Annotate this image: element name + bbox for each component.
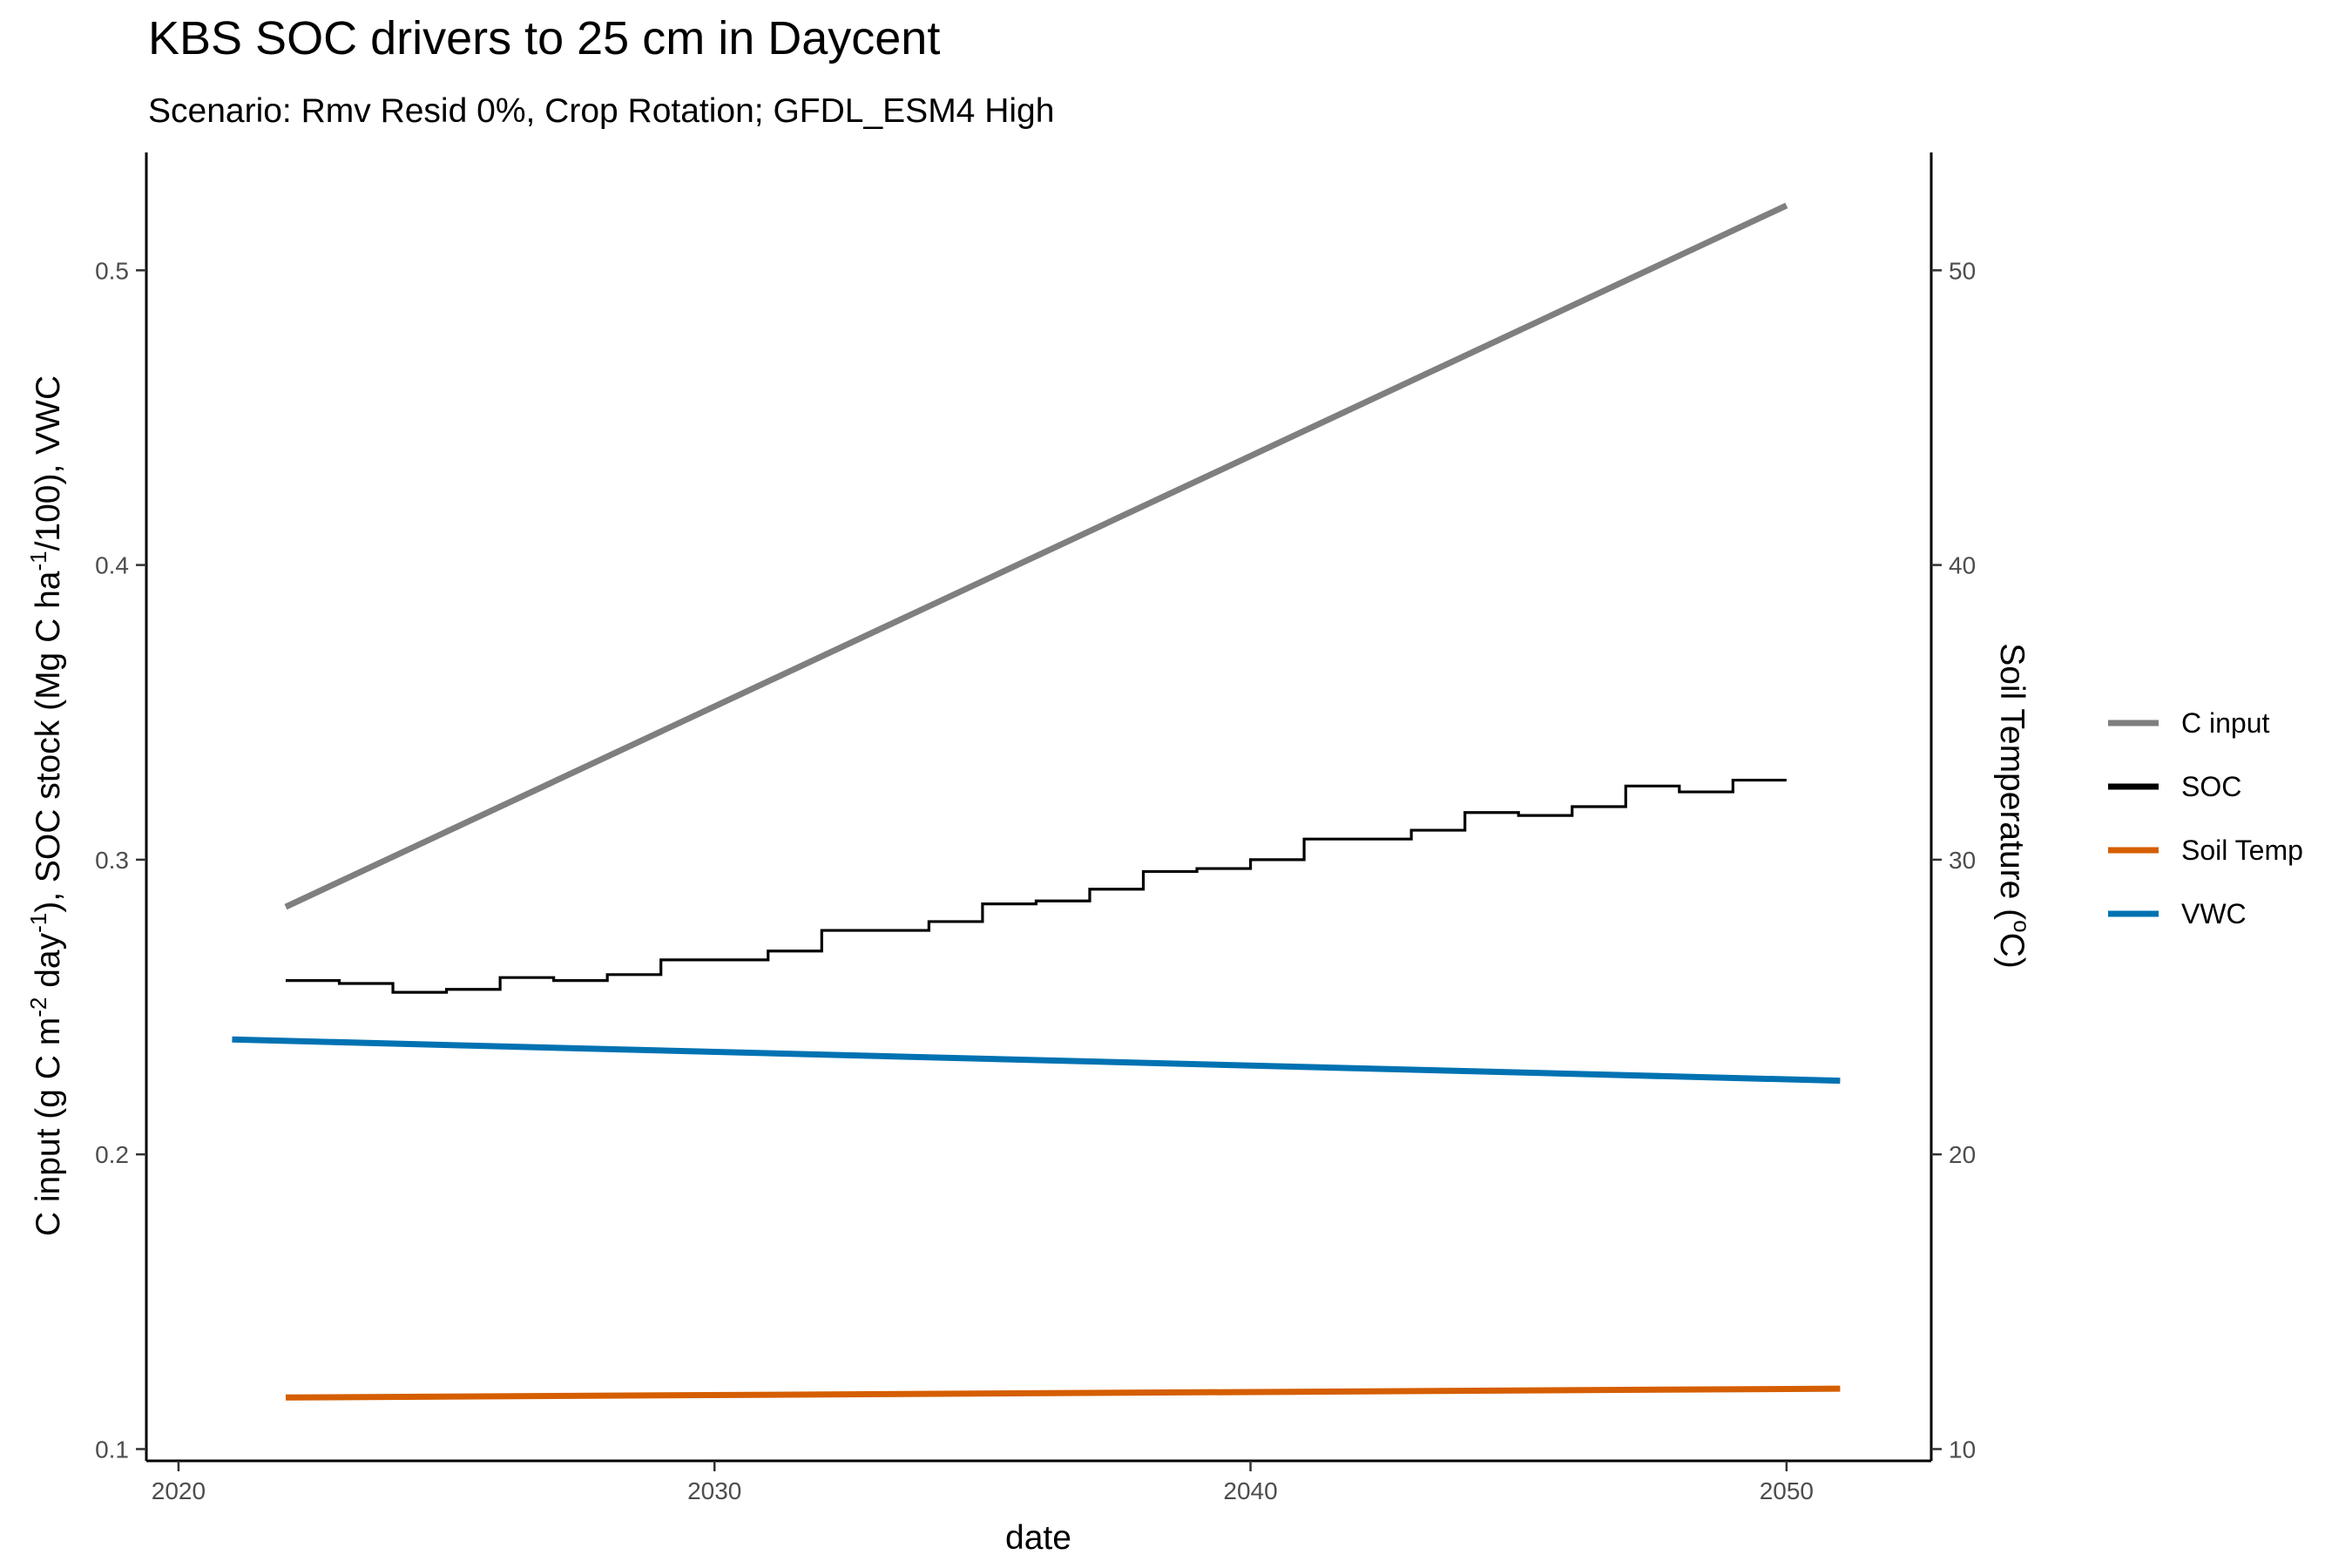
y-axis-title-part-1: C input (g C m xyxy=(30,1017,67,1236)
series-line-c-input xyxy=(284,202,1788,910)
x-tick-label-0: 2020 xyxy=(152,1477,206,1504)
legend-label-vwc: VWC xyxy=(2181,898,2247,929)
y2-tick-label-4: 50 xyxy=(1949,257,1976,284)
y-axis-title-part-4: /100), VWC xyxy=(30,375,67,551)
y2-axis-title-part-2: C) xyxy=(1993,933,2031,969)
legend: C input SOC Soil Temp VWC xyxy=(2108,707,2303,929)
y-axis-title-sup-3: -1 xyxy=(25,551,51,571)
y-axis-title-sup-2: -1 xyxy=(25,913,51,933)
y-axis-title-sup-1: -2 xyxy=(25,997,51,1017)
y-tick-label-2: 0.3 xyxy=(95,847,129,874)
y2-tick-label-0: 10 xyxy=(1949,1436,1976,1463)
x-axis-title: date xyxy=(1005,1519,1071,1557)
series-line-soil-temp xyxy=(285,1385,1841,1401)
ticks-layer: 2020 2030 2040 20500.10.20.30.40.5102030405… xyxy=(95,257,1976,1504)
y-tick-label-3: 0.4 xyxy=(95,552,129,579)
x-tick-label-1: 2030 xyxy=(687,1477,741,1504)
legend-label-soc: SOC xyxy=(2181,771,2241,802)
y-axis-title-part-3: ), SOC stock (Mg C ha xyxy=(30,571,67,913)
y-axis-title-left: C input (g C m-2 day-1), SOC stock (Mg C… xyxy=(25,375,67,1236)
y2-tick-label-2: 30 xyxy=(1949,847,1976,874)
y-tick-label-1: 0.2 xyxy=(95,1141,129,1168)
y2-axis-title-sup: o xyxy=(2009,920,2035,932)
chart-subtitle: Scenario: Rmv Resid 0%, Crop Rotation; G… xyxy=(148,92,1054,130)
chart-title: KBS SOC drivers to 25 cm in Daycent xyxy=(148,12,940,64)
y2-tick-label-3: 40 xyxy=(1949,552,1976,579)
x-tick-label-2: 2040 xyxy=(1223,1477,1277,1504)
x-tick-label-3: 2050 xyxy=(1760,1477,1814,1504)
legend-label-soil-temp: Soil Temp xyxy=(2181,835,2303,866)
y-axis-title-right: Soil Temperature (oC) xyxy=(1993,643,2035,969)
y-tick-label-0: 0.1 xyxy=(95,1436,129,1463)
series-line-soc xyxy=(285,778,1787,994)
series-line-vwc xyxy=(232,1036,1841,1085)
y2-tick-label-1: 20 xyxy=(1949,1141,1976,1168)
y-tick-label-4: 0.5 xyxy=(95,257,129,284)
series-layer xyxy=(232,202,1841,1401)
y-axis-title-part-2: day xyxy=(30,932,67,997)
legend-label-c-input: C input xyxy=(2181,707,2270,739)
y2-axis-title-part-1: Soil Temperature ( xyxy=(1993,643,2031,920)
